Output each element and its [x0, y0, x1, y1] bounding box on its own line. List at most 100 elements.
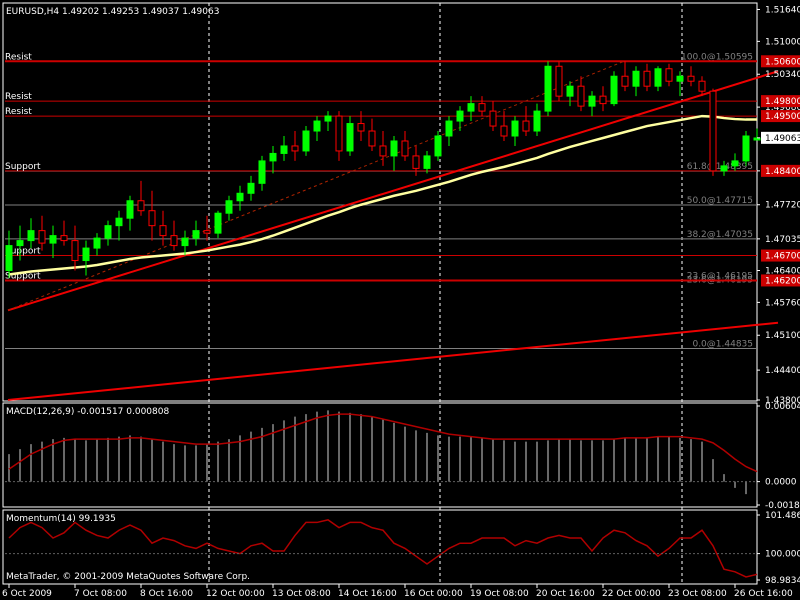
candle [643, 63, 651, 92]
time-tick-label: 6 Oct 2009 [2, 589, 52, 599]
macd-title: MACD(12,26,9) -0.001517 0.000808 [6, 407, 169, 417]
candle [225, 195, 233, 221]
price-tick-label: 1.46400 [765, 266, 800, 276]
momentum-title: Momentum(14) 99.1935 [6, 514, 116, 524]
candle [368, 118, 376, 151]
level-label: Resist [5, 107, 32, 117]
candle [137, 180, 145, 216]
candle [126, 195, 134, 231]
time-tick-label: 23 Oct 08:00 [668, 589, 727, 599]
candle [379, 131, 387, 166]
price-marker-box [761, 55, 800, 68]
candle-body [522, 120, 530, 132]
candle [38, 215, 46, 251]
fib-level-label: 23.6@1.46195 [687, 272, 753, 282]
momentum-axis: 101.4863 100.0000 98.9834 [5, 511, 800, 586]
candle-body [93, 237, 101, 249]
candle-body [71, 240, 79, 262]
momentum-panel-frame [2, 509, 758, 585]
macd-panel: 0.006048 0.0000 -0.00187 MACD(12,26,9) -0.… [2, 402, 800, 511]
candle-body [60, 235, 68, 242]
candle [676, 71, 684, 97]
level-label: Support [5, 162, 41, 172]
macd-tick-label: -0.00187 [765, 501, 800, 511]
candle-body [621, 75, 629, 87]
time-tick-label: 14 Oct 16:00 [338, 589, 397, 599]
candle-body [577, 85, 585, 107]
candle-body [588, 95, 596, 107]
candle [104, 220, 112, 246]
price-tick-label: 1.45100 [765, 331, 800, 341]
candle-body [291, 145, 299, 152]
candle [731, 153, 739, 171]
candle [335, 111, 343, 161]
candle [434, 131, 442, 161]
candle-body [214, 212, 222, 234]
level-label: Support [5, 271, 41, 281]
candles [5, 61, 761, 278]
candle-body [148, 210, 156, 227]
candle-body [302, 130, 310, 152]
time-tick-label: 12 Oct 00:00 [206, 589, 265, 599]
candle [291, 131, 299, 161]
candle-body [423, 155, 431, 169]
candle [170, 220, 178, 251]
candle-body [610, 75, 618, 105]
candle-body [357, 123, 365, 132]
time-tick-label: 7 Oct 08:00 [74, 589, 127, 599]
candle [467, 96, 475, 122]
price-marker-label: 1.46200 [765, 276, 800, 286]
candle-body [665, 68, 673, 82]
level-label: Support [5, 247, 41, 257]
price-tick-label: 1.50340 [765, 70, 800, 80]
candle [621, 61, 629, 92]
price-marker-box [761, 249, 800, 262]
fib-level-label: 0.0@1.44835 [692, 339, 753, 349]
candle [555, 61, 563, 102]
candle [544, 61, 552, 117]
moving-average [8, 114, 757, 276]
price-marker-box [761, 274, 800, 287]
candle-body [181, 237, 189, 247]
candle [247, 175, 255, 201]
candle [654, 66, 662, 92]
price-marker-label: 1.46700 [765, 252, 800, 262]
price-tick-label: 1.43800 [765, 396, 800, 406]
price-marker-box [761, 95, 800, 108]
momentum-panel: 101.4863 100.0000 98.9834 Momentum(14) 99.… [2, 509, 800, 586]
vertical-grid [208, 3, 683, 584]
candle-body [654, 68, 662, 87]
candle [709, 88, 717, 176]
candle [71, 225, 79, 271]
candle-body [247, 182, 255, 194]
candle [478, 96, 486, 117]
candle-body [126, 200, 134, 219]
candle-body [115, 217, 123, 227]
price-tick-label: 1.47720 [765, 201, 800, 211]
price-marker-label: 1.49800 [765, 97, 800, 107]
price-marker-label: 1.50600 [765, 57, 800, 67]
candle-body [511, 120, 519, 137]
candle [698, 76, 706, 97]
candle [203, 215, 211, 241]
moving-average-line [8, 114, 757, 276]
candle [181, 230, 189, 256]
candle-body [742, 135, 750, 162]
price-marker-label: 1.49500 [765, 112, 800, 122]
candle [258, 155, 266, 191]
candle [269, 145, 277, 174]
candle [60, 220, 68, 246]
candle [324, 111, 332, 132]
time-tick-label: 19 Oct 08:00 [470, 589, 529, 599]
candle-body [324, 115, 332, 122]
candle [720, 160, 728, 176]
price-marker-label: 1.49063 [765, 134, 800, 144]
candle [687, 66, 695, 87]
price-panel-frame [2, 2, 758, 402]
time-tick-label: 20 Oct 16:00 [536, 589, 595, 599]
macd-tick-label: 0.006048 [765, 402, 800, 412]
candle-body [478, 103, 486, 112]
fib-level-label: 61.8@1.48395 [687, 162, 753, 172]
price-tick-label: 1.51640 [765, 5, 800, 15]
candle-body [731, 160, 739, 167]
